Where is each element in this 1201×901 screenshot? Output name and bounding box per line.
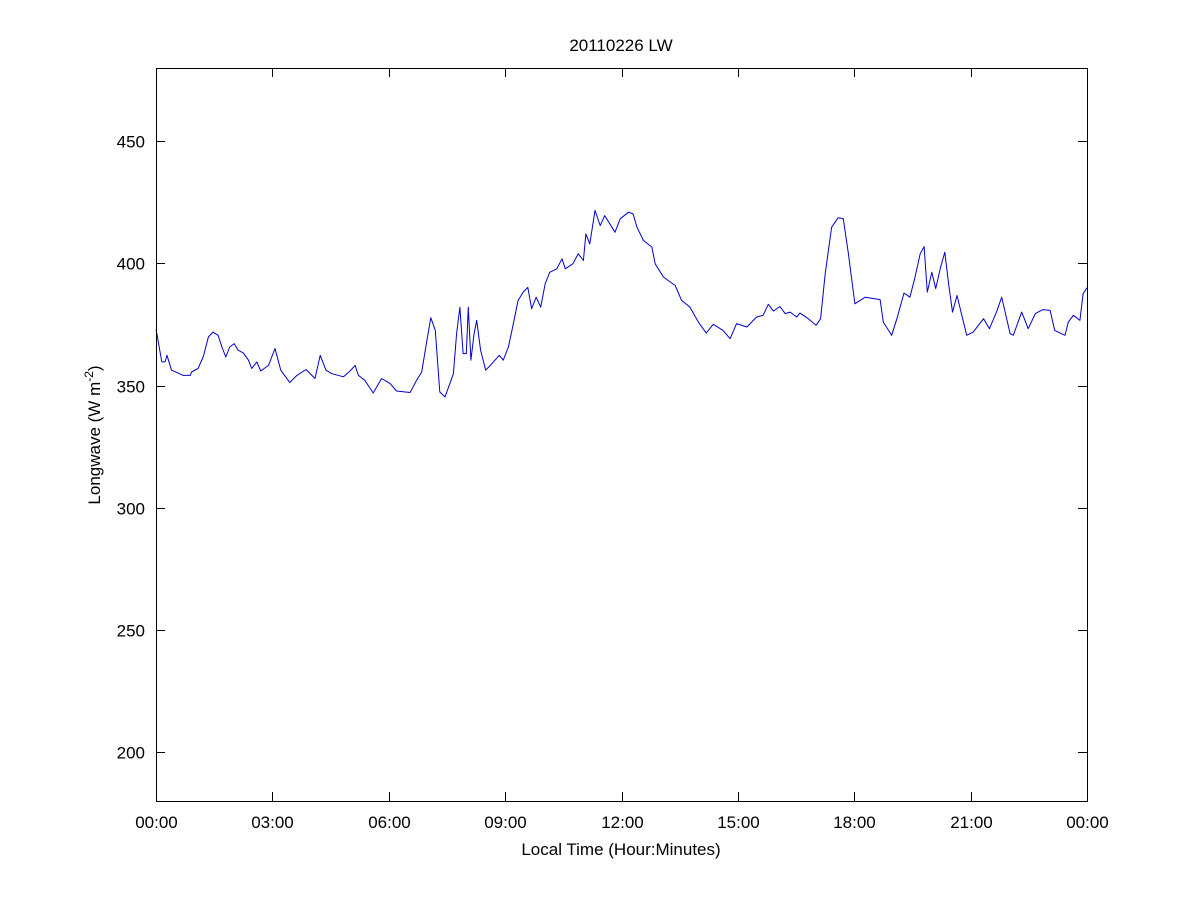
x-tick-label: 06:00 [368,813,411,832]
x-axis: 00:00 03:00 06:00 09:00 12:00 15:00 18:00 21:00… [135,68,1109,832]
x-tick-label: 18:00 [833,813,876,832]
y-axis: 200 250 300 350 400 450 [117,133,1087,763]
y-axis-label: Longwave (W m-2) [82,365,104,504]
x-tick-label: 12:00 [601,813,644,832]
y-tick-label: 350 [117,378,145,397]
x-tick-label: 21:00 [950,813,993,832]
series-line [155,209,1088,398]
y-tick-label: 250 [117,622,145,641]
y-tick-label: 400 [117,255,145,274]
x-tick-label: 15:00 [717,813,760,832]
y-tick-label: 300 [117,500,145,519]
x-tick-label: 00:00 [1066,813,1109,832]
x-axis-label: Local Time (Hour:Minutes) [521,840,720,859]
y-axis-label-main: Longwave (W m [85,382,104,505]
axes-box [156,68,1088,802]
y-axis-label-close: ) [85,365,104,371]
x-tick-label: 00:00 [135,813,178,832]
chart-title: 20110226 LW [569,36,672,55]
y-tick-label: 200 [117,744,145,763]
y-axis-label-superscript: -2 [82,371,96,382]
x-tick-label: 03:00 [251,813,294,832]
x-tick-label: 09:00 [484,813,527,832]
plot-area [155,209,1088,398]
y-tick-label: 450 [117,133,145,152]
